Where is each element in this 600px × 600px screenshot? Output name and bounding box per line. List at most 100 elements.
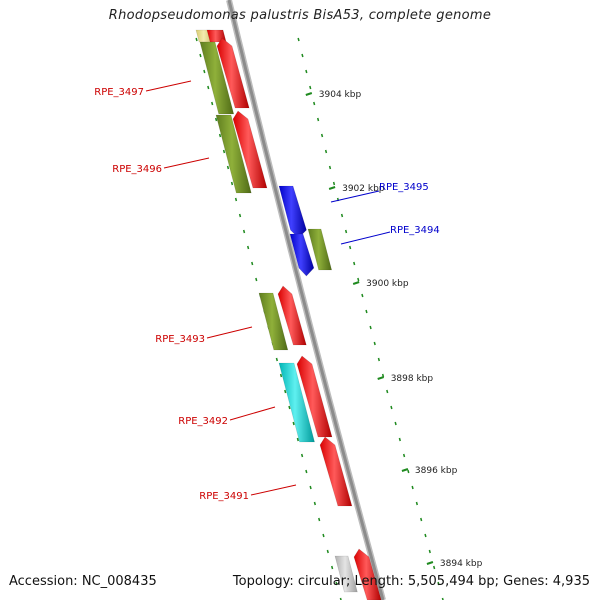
guide-dot [316,117,320,122]
gene-label: RPE_3497 [94,87,144,98]
guide-dot [322,533,325,538]
guide-dot [218,133,222,138]
guide-dot [428,549,431,554]
genome-title: Rhodopseudomonas palustris BisA53, compl… [108,8,492,23]
gene-bar-red [353,548,382,600]
guide-dot [424,533,427,538]
guide-dot [411,485,414,490]
guide-dot [207,85,210,90]
guide-dot [226,165,230,170]
guide-dot [335,581,338,586]
guide-dot [199,53,202,58]
guide-dot [386,389,389,394]
guide-dot [415,501,419,506]
scale-label: 3894 kbp [440,559,483,569]
guide-dot [369,325,372,330]
scale-tick [426,561,434,565]
guide-dot [305,69,308,74]
gene-leader-line [206,326,253,339]
accession-label: Accession: NC_008435 [9,574,157,589]
gene-bar-blue [289,233,315,277]
gene-bar-red [319,436,353,507]
scale-tick [401,468,409,472]
scale-tick [352,281,360,285]
scale-tick [377,376,385,380]
scale-label: 3902 kbp [342,184,385,194]
backbone-line [227,0,385,600]
guide-dot [251,261,254,266]
gene-bar-red [277,285,307,346]
guide-dot [344,229,348,234]
guide-dot [203,69,206,74]
guide-dot [373,341,376,346]
guide-dot [318,517,321,522]
guide-dot [301,53,304,58]
guide-dot [320,133,324,138]
gene-bar-olive [307,228,333,271]
guide-dot [214,117,218,122]
topology-label: Topology: circular; Length: 5,505,494 bp… [232,574,590,589]
guide-dot [365,309,368,314]
guide-dot [195,37,198,42]
scale-label: 3896 kbp [415,466,458,476]
gene-label: RPE_3493 [155,334,205,345]
guide-dot [222,149,226,154]
gene-leader-line [229,406,276,421]
gene-leader-line [340,231,391,245]
scale-tick [328,186,336,190]
guide-dot [437,581,440,586]
guide-dot [279,373,283,378]
guide-dot [398,437,401,442]
gene-label: RPE_3495 [379,182,429,193]
guide-dot [331,565,334,570]
gene-bar-red [296,355,333,438]
gene-bar-olive [258,292,289,351]
gene-bar-red [216,37,250,109]
guide-dot [300,453,304,458]
guide-dot [407,469,410,474]
guide-dot [309,85,312,90]
scale-tick [305,92,313,96]
guide-dot [326,549,329,554]
inner-dotted-ring [195,37,342,600]
guide-dot [292,421,295,426]
guide-dot [402,453,406,458]
guide-dot [234,197,238,202]
outer-dotted-ring [297,37,444,600]
guide-dot [313,101,316,106]
gene-label: RPE_3496 [112,164,162,175]
guide-dot [361,293,364,298]
guide-dot [230,181,234,186]
guide-dot [305,469,308,474]
gene-bar-grey [334,555,358,593]
guide-dot [296,437,299,442]
gene-label: RPE_3492 [178,416,228,427]
guide-dot [353,261,356,266]
guide-dot [332,181,336,186]
guide-dot [377,357,381,362]
guide-dot [433,565,436,570]
guide-dot [340,213,344,218]
guide-dot [313,501,317,506]
guide-dot [242,229,246,234]
guide-dot [357,277,360,282]
guide-dot [297,37,300,42]
gene-leader-line [330,190,380,203]
scale-label: 3904 kbp [319,90,362,100]
guide-dot [324,149,328,154]
guide-dot [238,213,242,218]
guide-dot [348,245,352,250]
guide-dot [246,245,250,250]
guide-dot [255,277,258,282]
gene-bar-olive [215,114,252,194]
guide-dot [275,357,279,362]
guide-dot [309,485,312,490]
gene-label: RPE_3494 [390,225,440,236]
scale-label: 3898 kbp [391,374,434,384]
gene-bar-olive [199,41,235,115]
gene-leader-line [250,484,297,496]
guide-dot [328,165,332,170]
gene-label: RPE_3491 [199,491,249,502]
scale-label: 3900 kbp [366,279,409,289]
